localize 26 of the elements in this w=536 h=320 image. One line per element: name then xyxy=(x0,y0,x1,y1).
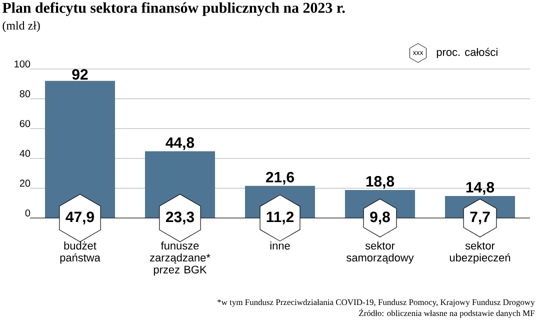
y-tick-label: 20 xyxy=(20,180,30,187)
text: *w tym Fundusz Przeciwdziałania COVID-19, Fundusz Pomocy, Krajowy Fundusz Drogowy xyxy=(218,299,535,307)
data-label: 44,8 xyxy=(166,137,194,150)
data-label: 21,6 xyxy=(266,172,294,185)
legend-title: proc. całości xyxy=(436,48,498,58)
x-tick-label: budżet państwa xyxy=(60,242,100,264)
data-label: 92 xyxy=(72,69,88,80)
x-tick-label: funusze zarządzane* przez BGK xyxy=(150,242,210,276)
chart-subtitle: (mld zł) xyxy=(2,21,40,32)
annotation: 47,9 xyxy=(66,212,94,224)
x-tick-label: sektor samorządowy xyxy=(346,242,414,264)
y-tick-label: 0 xyxy=(25,209,30,217)
text: Źródło: obliczenia własne na podstawie danych MF xyxy=(359,308,535,318)
data-label: 18,8 xyxy=(366,176,394,189)
annotation: 11,2 xyxy=(266,212,294,224)
x-tick-label: inne xyxy=(270,242,290,250)
y-tick-label: 80 xyxy=(20,90,30,98)
y-tick-label: 60 xyxy=(20,120,30,128)
y-tick-label: 40 xyxy=(20,150,30,157)
y-tick-label: 100 xyxy=(14,60,30,68)
x-tick-label: sektor ubezpieczeń xyxy=(450,242,510,264)
chart-title: Plan deficytu sektora finansów publicznych na 2023 r. xyxy=(2,2,345,16)
annotation: 23,3 xyxy=(166,212,194,224)
annotation: 7,7 xyxy=(470,212,490,224)
annotation: 9,8 xyxy=(370,212,390,224)
data-label: 14,8 xyxy=(466,182,494,195)
